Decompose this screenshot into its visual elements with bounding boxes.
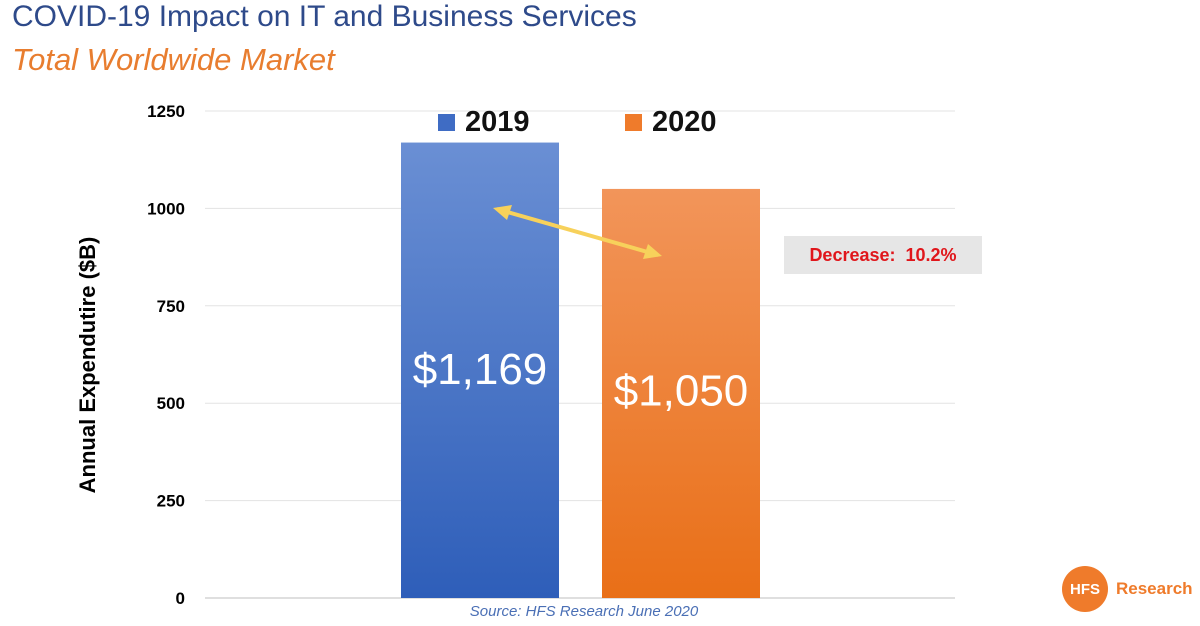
y-axis-label: Annual Expendutire ($B)	[75, 236, 100, 494]
y-tick-label: 1250	[147, 102, 185, 121]
logo-circle: HFS	[1062, 566, 1108, 612]
legend-swatch-2020	[625, 113, 642, 131]
chart-title: COVID-19 Impact on IT and Business Servi…	[12, 0, 637, 33]
y-tick-label: 1000	[147, 199, 185, 218]
legend-item-2019: 2019	[438, 104, 530, 140]
y-tick-label: 500	[157, 394, 185, 413]
logo-text: Research	[1116, 579, 1193, 598]
bars	[401, 142, 760, 599]
y-tick-label: 250	[157, 492, 185, 511]
legend-swatch-2019	[438, 113, 455, 131]
chart-subtitle: Total Worldwide Market	[12, 42, 335, 77]
y-tick-label: 750	[157, 297, 185, 316]
gridlines	[205, 110, 955, 599]
legend-label-2019: 2019	[465, 105, 530, 138]
data-label-2019: $1,169	[413, 345, 548, 394]
decrease-annotation: Decrease: 10.2%	[784, 236, 982, 274]
arrow-head-right	[643, 244, 662, 259]
legend-item-2020: 2020	[625, 104, 717, 140]
data-labels: $1,169 $1,050	[413, 345, 749, 416]
comparison-arrow	[493, 205, 662, 259]
bar-2020	[602, 188, 760, 599]
source-note: Source: HFS Research June 2020	[469, 603, 699, 620]
y-tick-label: 0	[176, 589, 185, 608]
data-label-2020: $1,050	[614, 367, 749, 416]
arrow-line	[496, 207, 659, 257]
legend-label-2020: 2020	[652, 105, 717, 138]
hfs-logo: HFS Research	[1062, 566, 1193, 612]
arrow-head-left	[493, 205, 512, 220]
y-axis-ticks: 0 250 500 750 1000 1250	[147, 102, 185, 608]
